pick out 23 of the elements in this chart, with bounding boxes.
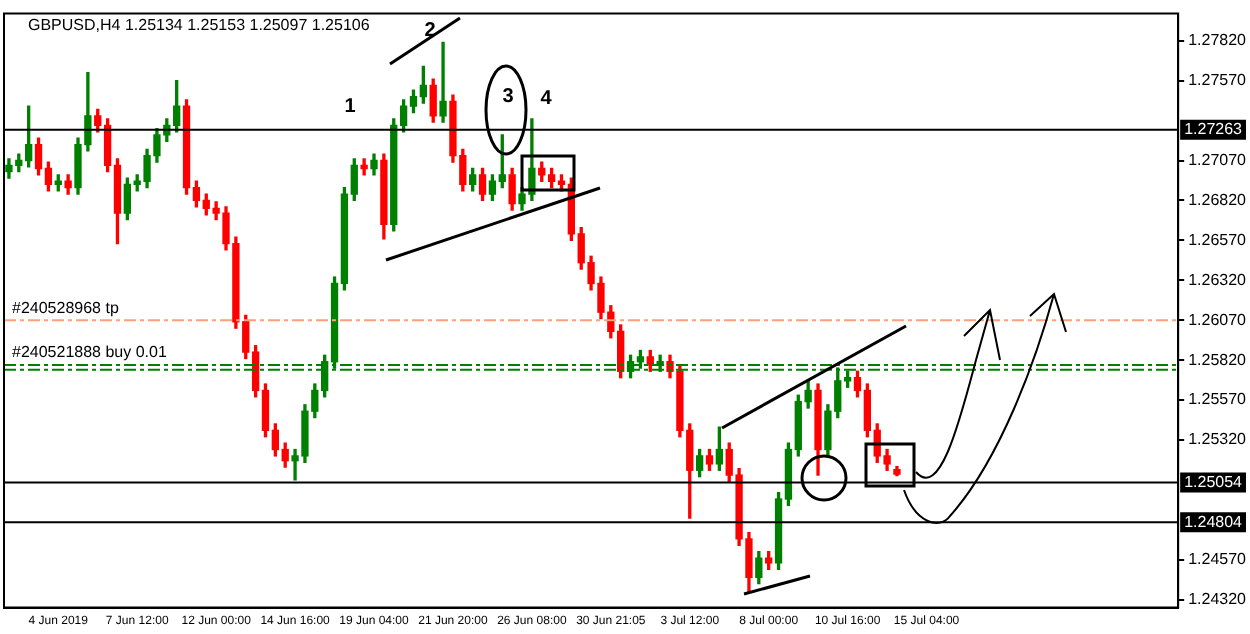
y-tick-label: 1.26570 [1188,230,1248,249]
y-tick-label: 1.24320 [1188,590,1248,609]
y-tick-label: 1.25570 [1188,390,1248,409]
y-tick-label: 1.25820 [1188,350,1248,369]
chart-title: GBPUSD,H4 1.25134 1.25153 1.25097 1.25106 [28,16,371,35]
annotation: 3 [502,85,515,108]
ref-line-label: #240528968 tp [12,298,120,317]
y-tick-label: 1.27570 [1188,71,1248,90]
y-tick-label: 1.27820 [1188,31,1248,50]
y-tick-label: 1.27070 [1188,150,1248,169]
y-tick-label: 1.25320 [1188,430,1248,449]
ref-line-label: 1.25054 [1184,472,1244,491]
y-tick-label: 1.26820 [1188,190,1248,209]
annotation: 4 [540,87,553,110]
candlestick [360,158,368,176]
ref-line-label: 1.27263 [1184,120,1244,139]
ref-line-label: 1.24804 [1184,512,1244,531]
y-tick-label: 1.24570 [1188,550,1248,569]
candlestick [439,41,447,123]
annotation: 1 [344,95,357,118]
ref-line-label: #240521888 buy 0.01 [12,343,168,362]
y-tick-label: 1.26070 [1188,310,1248,329]
y-tick-label: 1.26320 [1188,270,1248,289]
